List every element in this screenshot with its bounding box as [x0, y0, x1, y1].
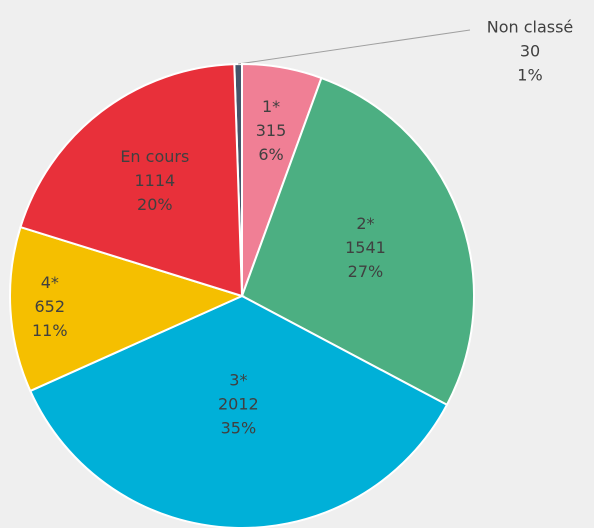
value-label: 1541: [345, 238, 386, 257]
percent-label: 35%: [221, 418, 257, 437]
percent-label: 1%: [517, 66, 542, 85]
percent-label: 11%: [32, 321, 68, 340]
slice-label: 1*: [262, 97, 280, 116]
percent-label: 6%: [258, 145, 283, 164]
pie-slice: [9, 225, 245, 393]
value-label: 1114: [134, 171, 175, 190]
slice-label: 3*: [229, 370, 247, 389]
pie-slice: [240, 76, 475, 407]
percent-label: 27%: [348, 262, 384, 281]
slice-label: 2*: [356, 214, 374, 233]
slice-label: En cours: [120, 147, 189, 166]
pie-slice: [19, 63, 244, 298]
slice-label: 4*: [41, 273, 59, 292]
value-label: 315: [256, 121, 287, 140]
leader-line: [238, 29, 471, 65]
percent-label: 20%: [137, 195, 173, 214]
value-label: 652: [35, 297, 66, 316]
value-label: 30: [520, 42, 540, 61]
slice-label: Non classé: [487, 18, 574, 37]
value-label: 2012: [218, 394, 259, 413]
